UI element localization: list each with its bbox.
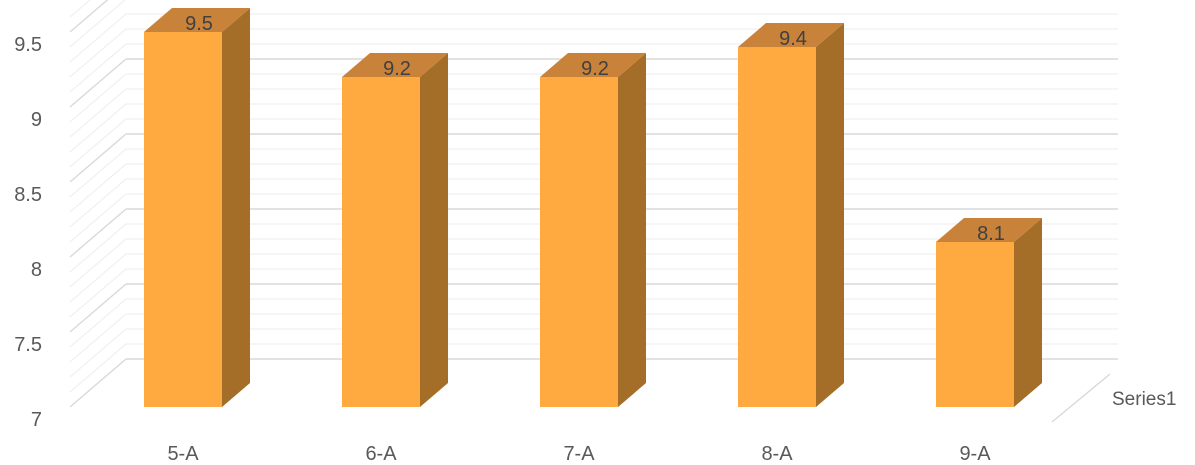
x-tick-label: 5-A xyxy=(167,443,199,465)
minor-gridline-side xyxy=(69,178,127,228)
series-axis-line xyxy=(1051,373,1111,423)
y-tick-label: 9 xyxy=(31,109,42,131)
minor-gridline-side xyxy=(69,28,127,78)
data-label: 9.2 xyxy=(383,58,411,80)
bar xyxy=(144,32,222,407)
y-tick-label: 9.5 xyxy=(14,34,42,56)
minor-gridline-side xyxy=(69,163,127,213)
major-gridline-side xyxy=(69,208,127,258)
minor-gridline-side xyxy=(69,313,127,363)
bar xyxy=(738,47,816,407)
bar-top-face xyxy=(540,53,646,77)
bar-side-face xyxy=(222,8,250,407)
data-label: 8.1 xyxy=(977,223,1005,245)
x-tick-label: 6-A xyxy=(365,443,397,465)
minor-gridline-side xyxy=(69,13,127,63)
bar-top-face xyxy=(342,53,448,77)
major-gridline-side xyxy=(69,58,127,108)
data-label: 9.2 xyxy=(581,58,609,80)
bar xyxy=(936,242,1014,407)
major-gridline-side xyxy=(69,0,109,33)
major-gridline-side xyxy=(69,358,127,408)
minor-gridline-side xyxy=(69,238,127,288)
y-tick-label: 8.5 xyxy=(14,184,42,206)
y-tick-label: 7.5 xyxy=(14,334,42,356)
minor-gridline-side xyxy=(69,298,127,348)
y-tick-label: 7 xyxy=(31,409,42,431)
minor-gridline-side xyxy=(69,0,126,48)
minor-gridline-side xyxy=(69,253,127,303)
axes: 7 7.5 8 8.5 9 9.5 Series1 5-A 6-A 7-A 8-A 9-A xyxy=(14,34,1176,465)
minor-gridline-side xyxy=(69,328,127,378)
bar-top-face xyxy=(144,8,250,32)
minor-gridline-side xyxy=(69,193,127,243)
bar-top-face xyxy=(738,23,844,47)
data-label: 9.4 xyxy=(779,28,807,50)
minor-gridline-side xyxy=(69,148,127,198)
major-gridline-side xyxy=(69,283,127,333)
minor-gridline-side xyxy=(69,118,127,168)
bar-side-face xyxy=(420,53,448,407)
y-tick-label: 8 xyxy=(31,259,42,281)
bar xyxy=(540,77,618,407)
bar-side-face xyxy=(618,53,646,407)
minor-gridline-side xyxy=(69,268,127,318)
bar xyxy=(342,77,420,407)
bars xyxy=(144,8,1042,407)
minor-gridline-side xyxy=(69,103,127,153)
minor-gridline-side xyxy=(69,88,127,138)
minor-gridline-side xyxy=(69,73,127,123)
minor-gridline-side xyxy=(69,43,127,93)
x-tick-label: 7-A xyxy=(563,443,595,465)
data-labels: 9.5 9.2 9.2 9.4 8.1 xyxy=(185,13,1005,245)
x-tick-label: 8-A xyxy=(761,443,793,465)
minor-gridline-side xyxy=(69,0,91,18)
data-label: 9.5 xyxy=(185,13,213,35)
bar-side-face xyxy=(1014,218,1042,407)
bar-top-face xyxy=(936,218,1042,242)
series-axis-label: Series1 xyxy=(1112,389,1176,410)
major-gridline-side xyxy=(69,133,127,183)
minor-gridline-side xyxy=(69,223,127,273)
bar-side-face xyxy=(816,23,844,407)
minor-gridline-side xyxy=(69,343,127,393)
x-tick-label: 9-A xyxy=(959,443,991,465)
